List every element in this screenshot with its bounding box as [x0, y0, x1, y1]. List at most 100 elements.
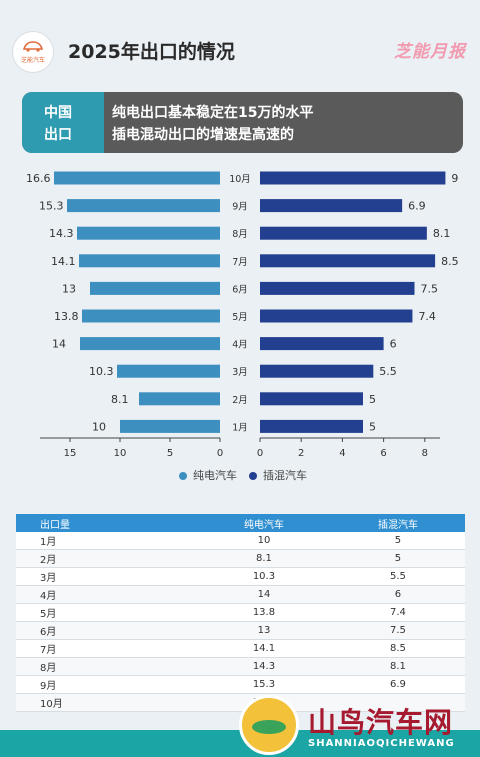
table-cell: 14.3 [196, 657, 331, 676]
brand-logo: 芝能月报 [394, 42, 466, 62]
bev-bar [90, 281, 220, 295]
logo: 芝能汽车 [12, 31, 54, 73]
bev-bar [79, 254, 220, 268]
bev-bar [120, 419, 220, 433]
table-cell: 1月 [16, 532, 197, 550]
table-cell: 2月 [16, 549, 197, 568]
phev-bar [260, 392, 363, 406]
bev-value-label: 15.3 [39, 200, 64, 213]
month-label: 2月 [232, 395, 248, 406]
month-label: 1月 [232, 422, 248, 433]
table-cell: 6月 [16, 621, 197, 640]
phev-tick-label: 0 [257, 448, 263, 459]
table-row: 6月 13 7.5 [16, 621, 465, 640]
leaf-icon [252, 720, 286, 734]
banner-text-line2: 插电混动出口的增速是高速的 [112, 127, 294, 143]
table-cell: 13.8 [196, 603, 331, 622]
bev-tick-label: 10 [114, 448, 127, 459]
bev-bar [77, 226, 220, 240]
table-row: 7月 14.1 8.5 [16, 639, 465, 658]
table-row: 2月 8.1 5 [16, 549, 465, 568]
table-cell [330, 693, 465, 712]
phev-value-label: 7.5 [421, 282, 439, 295]
table-cell: 8月 [16, 657, 197, 676]
bev-value-label: 14 [52, 338, 66, 351]
phev-value-label: 7.4 [418, 310, 436, 323]
table-cell: 14 [196, 585, 331, 604]
table-row: 10月16.6 [16, 693, 465, 712]
table-row: 5月 13.8 7.4 [16, 603, 465, 622]
table-cell: 10 [196, 532, 331, 550]
banner-label-line2: 出口 [44, 127, 72, 143]
phev-value-label: 5.5 [379, 365, 397, 378]
phev-tick-label: 4 [339, 448, 345, 459]
bev-bar [54, 171, 220, 185]
legend-bev-swatch [179, 472, 187, 480]
banner-label-line1: 中国 [44, 105, 72, 121]
phev-tick-label: 2 [298, 448, 304, 459]
watermark-subtitle: SHANNIAOQICHEWANG [308, 738, 455, 749]
table-cell: 3月 [16, 567, 197, 586]
phev-value-label: 6 [390, 338, 397, 351]
bev-bar [67, 199, 220, 213]
phev-bar [260, 254, 436, 268]
phev-bar [260, 199, 403, 213]
phev-bar [260, 364, 374, 378]
phev-bar [260, 337, 384, 351]
header: 芝能汽车 2025年出口的情况 芝能月报 [0, 0, 480, 95]
bev-value-label: 14.1 [51, 255, 76, 268]
table-cell: 10月 [16, 693, 197, 712]
banner-label-box: 中国 出口 [22, 92, 104, 153]
month-label: 6月 [232, 284, 248, 295]
table-row: 4月 14 6 [16, 585, 465, 604]
month-label: 7月 [232, 257, 248, 268]
legend-phev: 插混汽车 [249, 467, 307, 483]
table-cell: 13 [196, 621, 331, 640]
table-cell: 6 [330, 585, 465, 604]
month-label: 8月 [232, 229, 248, 240]
phev-value-label: 5 [369, 393, 376, 406]
phev-bar [260, 281, 415, 295]
table-cell: 8.1 [196, 549, 331, 568]
table-cell: 6.9 [330, 675, 465, 694]
watermark-logo [239, 695, 299, 755]
summary-banner: 中国 出口 纯电出口基本稳定在15万的水平 插电混动出口的增速是高速的 [22, 92, 463, 153]
bev-value-label: 16.6 [26, 172, 51, 185]
phev-bar [260, 226, 427, 240]
bev-value-label: 13 [62, 282, 76, 295]
bev-value-label: 13.8 [54, 310, 79, 323]
month-label: 3月 [232, 367, 248, 378]
bev-value-label: 14.3 [49, 227, 74, 240]
table-header-row: 出口量 纯电汽车 插混汽车 [16, 514, 465, 532]
phev-value-label: 8.1 [433, 227, 451, 240]
phev-bar [260, 419, 363, 433]
bev-tick-label: 5 [167, 448, 173, 459]
table-cell: 7月 [16, 639, 197, 658]
phev-value-label: 9 [451, 172, 458, 185]
table-cell: 9月 [16, 675, 197, 694]
table-cell: 5.5 [330, 567, 465, 586]
data-table: 出口量 纯电汽车 插混汽车 1月 10 5 2月 8.1 5 3月 10.3 5.5 4月 14 6 5… [16, 514, 465, 712]
phev-bar [260, 309, 413, 323]
phev-value-label: 5 [369, 420, 376, 433]
export-bar-chart: 16.6 9 10月 15.3 6.9 9月 14.3 8.1 8月 14.1 8.5 7月 13 7.5… [26, 171, 459, 459]
bev-bar [117, 364, 220, 378]
month-label: 10月 [229, 174, 251, 185]
table-row: 8月 14.3 8.1 [16, 657, 465, 676]
phev-value-label: 6.9 [408, 200, 426, 213]
car-icon [22, 41, 44, 52]
table-row: 1月 10 5 [16, 532, 465, 550]
legend-bev: 纯电汽车 [179, 467, 237, 483]
phev-tick-label: 6 [380, 448, 386, 459]
table-cell: 14.1 [196, 639, 331, 658]
table-cell: 5 [330, 532, 465, 550]
table-header: 出口量 [16, 514, 197, 532]
table-cell: 8.5 [330, 639, 465, 658]
table-cell: 15.3 [196, 675, 331, 694]
legend-phev-label: 插混汽车 [263, 469, 307, 482]
bev-value-label: 10 [92, 420, 106, 433]
phev-value-label: 8.5 [441, 255, 459, 268]
bev-value-label: 8.1 [111, 393, 129, 406]
table-cell: 10.3 [196, 567, 331, 586]
table-row: 3月 10.3 5.5 [16, 567, 465, 586]
